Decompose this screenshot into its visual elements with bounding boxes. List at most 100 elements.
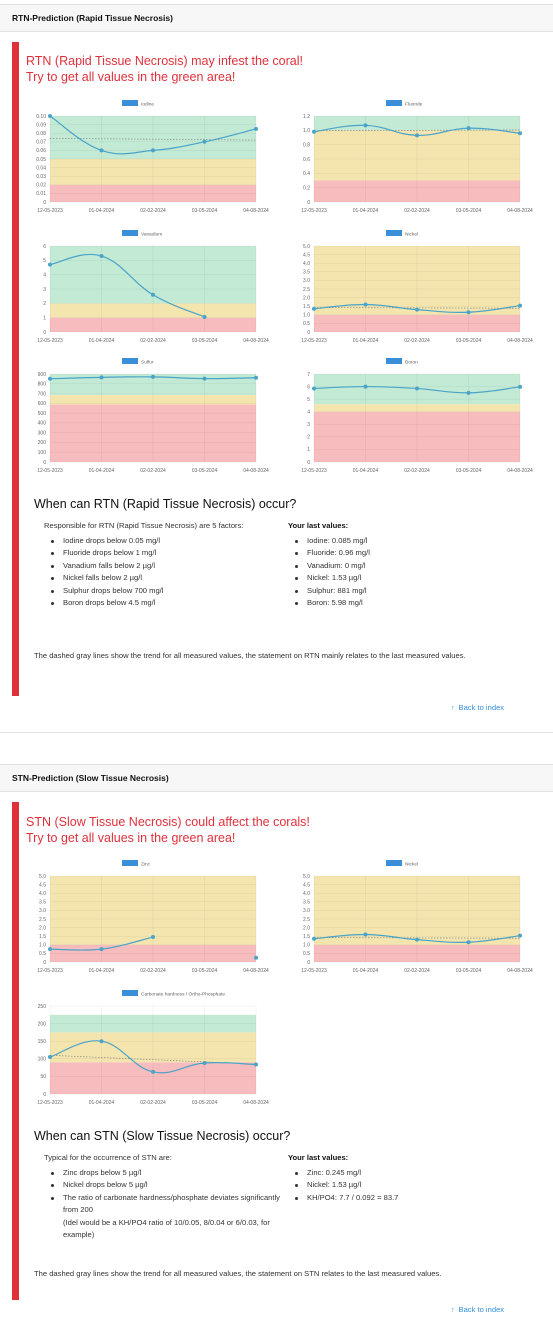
rtn-back-to-index-link[interactable]: ↑ Back to index <box>451 703 504 712</box>
y-tick-label: 3.5 <box>303 270 310 276</box>
data-point <box>254 955 258 960</box>
red-zone <box>50 1062 256 1094</box>
red-zone <box>314 411 520 462</box>
x-tick-label: 02-02-2024 <box>140 1100 166 1106</box>
y-tick-label: 5.0 <box>303 874 310 880</box>
y-tick-label: 0.5 <box>303 321 310 327</box>
legend-label: Zinc <box>141 862 151 868</box>
list-item: Fluoride: 0.96 mg/l <box>288 547 488 560</box>
list-item: Sulphur: 881 mg/l <box>288 585 488 598</box>
legend-label: Sulfur <box>141 360 154 366</box>
data-point <box>48 1055 52 1060</box>
stn-factor-list: Zinc drops below 5 µg/l Nickel drops bel… <box>44 1167 284 1217</box>
x-tick-label: 02-02-2024 <box>404 468 430 474</box>
data-point <box>415 386 419 391</box>
x-tick-label: 04-08-2024 <box>243 208 269 214</box>
x-tick-label: 04-08-2024 <box>507 208 533 214</box>
x-tick-label: 04-08-2024 <box>243 468 269 474</box>
data-point <box>48 262 52 267</box>
y-tick-label: 0.08 <box>36 131 46 137</box>
y-tick-label: 2.0 <box>303 925 310 931</box>
legend-swatch <box>122 990 138 996</box>
data-point <box>363 384 368 389</box>
x-tick-label: 01-04-2024 <box>353 468 379 474</box>
data-point <box>151 1069 155 1074</box>
list-item: Sulphur drops below 700 mg/l <box>44 585 264 598</box>
rtn-factors-intro: Responsible for RTN (Rapid Tissue Necros… <box>44 521 244 530</box>
stn-section-title: STN-Prediction (Slow Tissue Necrosis) <box>12 773 169 783</box>
stn-alert-line-2: Try to get all values in the green area! <box>26 831 236 845</box>
x-tick-label: 02-02-2024 <box>140 208 166 214</box>
yellow-zone <box>50 876 256 945</box>
y-tick-label: 3.5 <box>303 900 310 906</box>
x-tick-label: 12-05-2023 <box>37 208 63 214</box>
y-tick-label: 0 <box>307 200 310 206</box>
y-tick-label: 0 <box>43 330 46 336</box>
list-item: Vanadium: 0 mg/l <box>288 560 488 573</box>
y-tick-label: 1.5 <box>39 934 46 940</box>
y-tick-label: 3.5 <box>39 900 46 906</box>
x-tick-label: 03-05-2024 <box>456 338 482 344</box>
y-tick-label: 900 <box>38 372 47 378</box>
y-tick-label: 4.5 <box>39 882 46 888</box>
x-tick-label: 12-05-2023 <box>37 1100 63 1106</box>
x-tick-label: 12-05-2023 <box>301 338 327 344</box>
x-tick-label: 12-05-2023 <box>37 468 63 474</box>
y-tick-label: 0.09 <box>36 122 46 128</box>
y-tick-label: 100 <box>38 450 47 456</box>
trend-line <box>49 138 257 141</box>
legend-label: Iodine <box>141 102 154 108</box>
list-item: Nickel drops below 5 µg/l <box>44 1179 284 1192</box>
y-tick-label: 4.0 <box>303 891 310 897</box>
data-point <box>202 376 207 381</box>
x-tick-label: 12-05-2023 <box>301 208 327 214</box>
sulfur-svg: Sulfur 900 800 700 600 500 400 300 200 100 0 12-05-… <box>37 358 269 474</box>
y-tick-label: 1 <box>43 315 46 321</box>
rtn-trend-note: The dashed gray lines show the trend for… <box>34 651 466 660</box>
nickel-chart: Nickel 5.0 4.5 4.0 3.5 3.0 2.5 2.0 1.5 1.0 0.5 0 12-… <box>276 228 533 348</box>
y-tick-label: 3 <box>307 422 310 428</box>
back-link-label: Back to index <box>458 1305 505 1314</box>
x-tick-label: 04-08-2024 <box>243 1100 269 1106</box>
legend-label: Vanadium <box>141 232 162 238</box>
yellow-zone <box>50 303 256 318</box>
data-point <box>518 384 522 389</box>
data-point <box>312 386 316 391</box>
x-tick-label: 03-05-2024 <box>456 468 482 474</box>
y-tick-label: 0.6 <box>303 157 310 163</box>
y-tick-label: 50 <box>40 1074 46 1080</box>
data-point <box>312 936 316 941</box>
x-tick-label: 12-05-2023 <box>301 468 327 474</box>
data-point <box>202 314 207 319</box>
x-tick-label: 12-05-2023 <box>37 968 63 974</box>
x-tick-label: 02-02-2024 <box>404 208 430 214</box>
y-tick-label: 2 <box>307 435 310 441</box>
rtn-last-values-title: Your last values: <box>288 521 349 530</box>
fluoride-chart: Fluoride 1.2 1.0 0.8 0.6 0.4 0.2 0 12-05-2023 01-… <box>276 98 533 218</box>
x-tick-label: 03-05-2024 <box>192 338 218 344</box>
y-tick-label: 0.06 <box>36 148 46 154</box>
list-item: Boron drops below 4.5 mg/l <box>44 597 264 610</box>
y-tick-label: 6 <box>43 244 46 250</box>
y-tick-label: 0.02 <box>36 183 46 189</box>
y-tick-label: 4.0 <box>39 891 46 897</box>
y-tick-label: 700 <box>38 391 47 397</box>
y-tick-label: 3.0 <box>303 278 310 284</box>
y-tick-label: 0.10 <box>36 114 46 120</box>
zinc-svg: Zinc 5.0 4.5 4.0 3.5 3.0 2.5 2.0 1.5 1.0 0.5 0 12-05… <box>37 860 269 974</box>
y-tick-label: 0.04 <box>36 165 46 171</box>
stn-alert-panel <box>12 802 542 1300</box>
fluoride-svg: Fluoride 1.2 1.0 0.8 0.6 0.4 0.2 0 12-05-2023 01-… <box>301 100 533 214</box>
data-point <box>99 1039 104 1044</box>
legend-swatch <box>122 100 138 106</box>
nickel2-svg: Nickel 5.0 4.5 4.0 3.5 3.0 2.5 2.0 1.5 1.0 0.5 0 12-… <box>301 860 533 974</box>
y-tick-label: 5 <box>307 397 310 403</box>
stn-back-to-index-link[interactable]: ↑ Back to index <box>451 1305 504 1314</box>
x-tick-label: 02-02-2024 <box>140 468 166 474</box>
y-tick-label: 0.07 <box>36 140 46 146</box>
red-zone <box>50 317 256 332</box>
y-tick-label: 0.8 <box>303 142 310 148</box>
y-tick-label: 5 <box>43 258 46 264</box>
data-point <box>466 126 471 131</box>
y-tick-label: 1.5 <box>303 934 310 940</box>
